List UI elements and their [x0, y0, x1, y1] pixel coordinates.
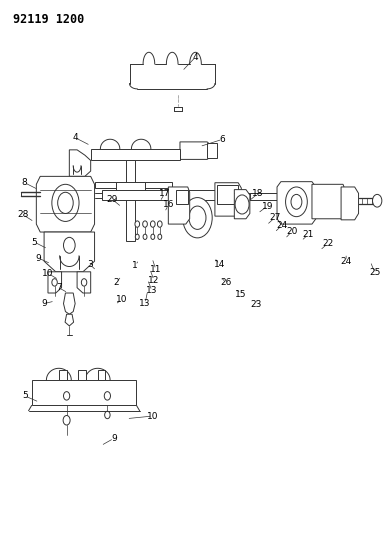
Text: 19: 19: [262, 201, 273, 211]
Text: 13: 13: [139, 299, 151, 308]
Polygon shape: [250, 193, 281, 200]
Polygon shape: [78, 370, 86, 380]
Text: 9: 9: [111, 434, 117, 443]
Circle shape: [58, 192, 73, 214]
Polygon shape: [180, 142, 213, 159]
Text: 10: 10: [42, 269, 54, 278]
Polygon shape: [98, 370, 106, 380]
Text: 9: 9: [36, 254, 41, 263]
Circle shape: [143, 221, 147, 227]
Text: 27: 27: [269, 213, 280, 222]
Circle shape: [151, 234, 155, 239]
Polygon shape: [63, 293, 75, 314]
Circle shape: [52, 279, 57, 286]
Circle shape: [135, 221, 140, 227]
Text: 25: 25: [369, 268, 380, 277]
Text: 13: 13: [146, 286, 158, 295]
Polygon shape: [65, 314, 74, 326]
Text: 1: 1: [133, 261, 138, 270]
Circle shape: [81, 279, 87, 286]
Circle shape: [63, 392, 70, 400]
Polygon shape: [215, 183, 241, 216]
Polygon shape: [217, 185, 238, 204]
Circle shape: [158, 221, 162, 227]
Text: 5: 5: [32, 238, 37, 247]
Circle shape: [151, 221, 155, 227]
Circle shape: [63, 416, 70, 425]
Polygon shape: [102, 190, 234, 200]
Text: 92119 1200: 92119 1200: [13, 13, 84, 26]
Circle shape: [235, 195, 249, 214]
Text: 26: 26: [220, 278, 231, 287]
Circle shape: [104, 392, 111, 400]
Polygon shape: [312, 184, 345, 219]
Circle shape: [105, 411, 110, 419]
Polygon shape: [176, 190, 188, 204]
Text: 22: 22: [322, 239, 333, 248]
Text: 6: 6: [220, 135, 226, 144]
Circle shape: [189, 206, 206, 229]
Circle shape: [373, 195, 382, 207]
Polygon shape: [69, 150, 91, 176]
Circle shape: [143, 234, 147, 239]
Text: 3: 3: [87, 260, 93, 269]
Text: 17: 17: [159, 189, 170, 198]
Polygon shape: [77, 272, 91, 293]
Text: 11: 11: [150, 265, 161, 274]
Circle shape: [183, 198, 212, 238]
Text: 14: 14: [214, 260, 225, 269]
Text: 9: 9: [41, 299, 47, 308]
Polygon shape: [277, 182, 316, 224]
Circle shape: [52, 184, 79, 221]
Text: 24: 24: [276, 221, 288, 230]
Polygon shape: [48, 272, 61, 293]
Text: 29: 29: [106, 195, 118, 204]
Text: 7: 7: [56, 283, 62, 292]
Text: 15: 15: [235, 289, 246, 298]
Circle shape: [285, 187, 307, 216]
Polygon shape: [126, 160, 135, 241]
Text: 28: 28: [17, 210, 29, 219]
Circle shape: [135, 234, 139, 239]
Polygon shape: [36, 176, 95, 232]
Text: 18: 18: [252, 189, 264, 198]
Polygon shape: [91, 149, 180, 160]
Polygon shape: [168, 187, 190, 224]
Polygon shape: [341, 187, 359, 220]
Text: 2: 2: [113, 278, 119, 287]
Text: 24: 24: [341, 257, 352, 265]
Text: 23: 23: [250, 300, 262, 309]
Circle shape: [291, 195, 302, 209]
Polygon shape: [32, 380, 136, 406]
Polygon shape: [234, 190, 250, 219]
Text: 5: 5: [22, 391, 27, 400]
Text: 4: 4: [193, 53, 198, 62]
Polygon shape: [59, 370, 66, 380]
Polygon shape: [44, 232, 95, 272]
Polygon shape: [207, 143, 217, 158]
Text: 16: 16: [163, 200, 174, 209]
Text: 10: 10: [116, 295, 127, 304]
Text: 20: 20: [286, 227, 298, 236]
Polygon shape: [116, 182, 145, 192]
Polygon shape: [95, 182, 172, 188]
Text: 12: 12: [148, 276, 160, 285]
Text: 8: 8: [22, 178, 27, 187]
Circle shape: [63, 237, 75, 253]
Text: 21: 21: [302, 230, 314, 239]
Text: 4: 4: [72, 133, 78, 142]
Circle shape: [158, 234, 162, 239]
Text: 10: 10: [147, 411, 158, 421]
